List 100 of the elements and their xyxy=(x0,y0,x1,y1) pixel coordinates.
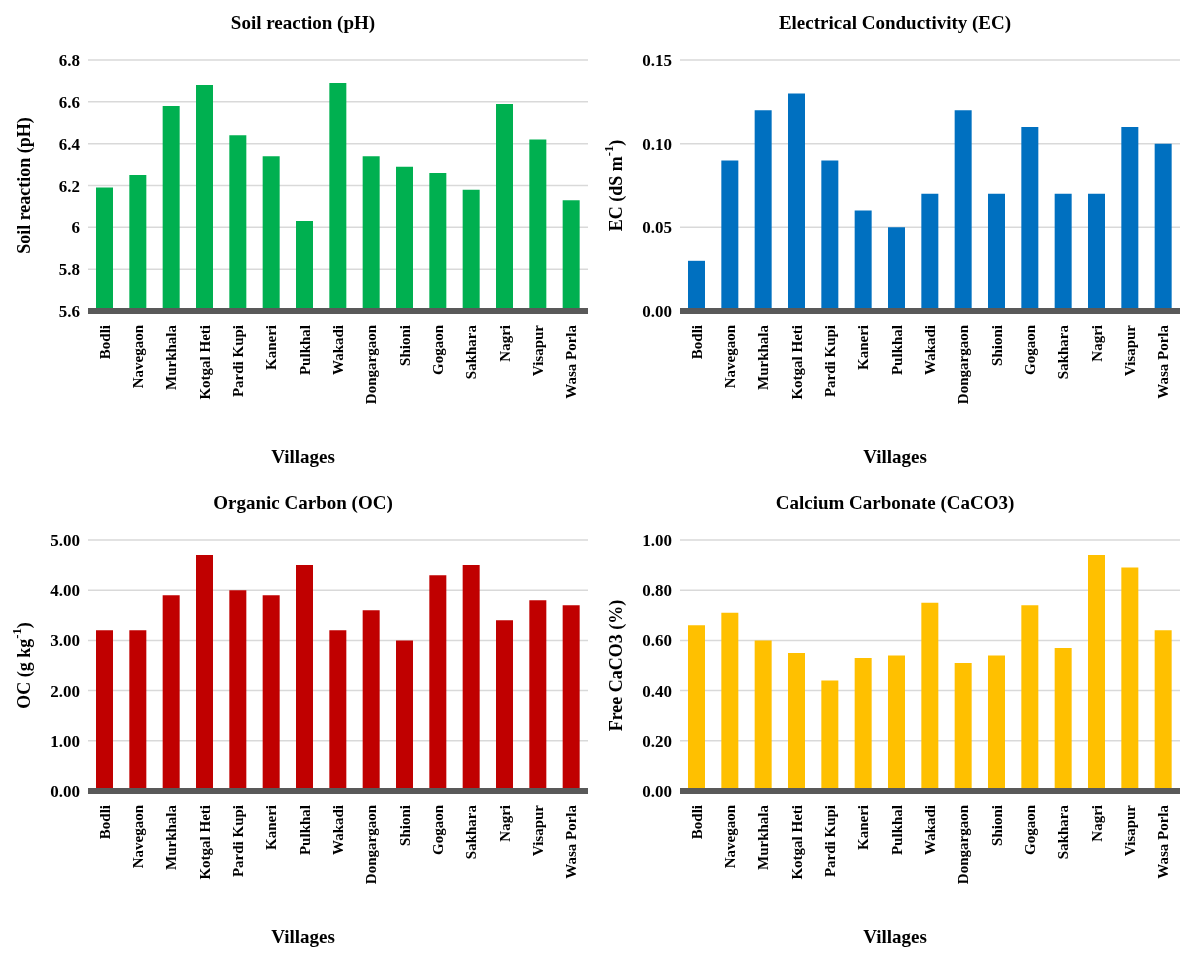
x-tick-label: Sakhara xyxy=(1055,324,1072,380)
x-tick-label: Murkhala xyxy=(163,804,180,871)
x-tick-label: Dongargaon xyxy=(955,804,972,885)
x-tick-label: Kaneri xyxy=(855,325,872,370)
x-tick-label: Pulkhal xyxy=(296,805,313,856)
y-axis-title: Free CaCO3 (%) xyxy=(606,599,627,732)
bar xyxy=(462,565,480,791)
x-tick-label: Sakhara xyxy=(463,804,480,860)
x-tick-label: Shioni xyxy=(396,325,413,366)
y-tick-label: 2.00 xyxy=(50,681,80,701)
y-tick-label: 5.6 xyxy=(58,302,80,322)
bar xyxy=(396,640,413,791)
y-tick-label: 1.00 xyxy=(50,731,80,751)
x-axis-title: Villages xyxy=(862,446,928,469)
x-tick-label: Murkhala xyxy=(163,324,180,391)
x-tick-label: Navegaon xyxy=(722,324,738,389)
x-tick-label: Wasa Porla xyxy=(563,804,580,879)
bar xyxy=(429,575,447,791)
bar xyxy=(262,595,280,791)
y-tick-label: 5.8 xyxy=(58,260,80,280)
x-tick-label: Navegaon xyxy=(130,804,146,869)
bar xyxy=(196,555,213,791)
bar xyxy=(296,565,313,791)
bar xyxy=(988,193,1005,311)
x-tick-label: Gogaon xyxy=(430,804,446,856)
y-tick-label: 0.40 xyxy=(642,681,672,701)
bar xyxy=(1154,630,1172,791)
bar xyxy=(329,630,347,791)
x-tick-label: Shioni xyxy=(988,805,1005,846)
x-tick-label: Gogaon xyxy=(430,324,446,376)
chart-title: Soil reaction (pH) xyxy=(229,11,377,35)
x-tick-label: Nagri xyxy=(1088,805,1105,842)
y-tick-label: 6.8 xyxy=(58,51,80,71)
bar xyxy=(788,93,805,311)
bar xyxy=(821,680,839,791)
bar xyxy=(821,160,839,311)
y-tick-label: 0.00 xyxy=(642,782,672,802)
x-tick-label: Bodli xyxy=(688,325,705,360)
bar xyxy=(754,110,772,311)
y-tick-label: 0.60 xyxy=(642,631,672,651)
x-tick-label: Kaneri xyxy=(263,325,280,370)
y-axis-title: Soil reaction (pH) xyxy=(14,117,35,254)
y-tick-label: 0.05 xyxy=(642,218,672,238)
y-tick-label: 0.00 xyxy=(50,782,80,802)
x-tick-label: Murkhala xyxy=(755,324,772,391)
bar xyxy=(954,662,972,791)
x-axis-title: Villages xyxy=(270,446,336,469)
bar xyxy=(788,652,805,791)
bar xyxy=(1088,555,1105,791)
bar xyxy=(688,260,705,311)
bar xyxy=(1121,126,1139,311)
bar xyxy=(954,110,972,311)
x-axis-title: Villages xyxy=(862,926,928,949)
x-tick-label: Dongargaon xyxy=(955,324,972,405)
y-tick-label: 0.00 xyxy=(642,302,672,322)
y-tick-label: 0.15 xyxy=(642,51,672,71)
bar xyxy=(888,655,905,791)
bar xyxy=(496,620,513,791)
x-tick-label: Dongargaon xyxy=(363,804,380,885)
y-tick-label: 5.00 xyxy=(50,531,80,551)
bar xyxy=(529,600,547,791)
x-tick-label: Kotgal Heti xyxy=(788,805,805,880)
x-tick-label: Visapur xyxy=(1122,804,1138,857)
x-tick-label: Pardi Kupi xyxy=(230,805,246,878)
x-tick-label: Visapur xyxy=(530,804,546,857)
bar xyxy=(1154,143,1172,311)
x-tick-label: Kaneri xyxy=(263,805,280,850)
x-tick-label: Wasa Porla xyxy=(1155,324,1172,399)
x-tick-label: Pulkhal xyxy=(888,805,905,856)
y-tick-label: 6.4 xyxy=(58,134,81,154)
x-tick-label: Pardi Kupi xyxy=(230,325,246,398)
y-tick-label: 6.6 xyxy=(58,92,80,112)
bar xyxy=(854,210,872,311)
x-tick-label: Bodli xyxy=(688,805,705,840)
bar xyxy=(229,590,247,791)
x-tick-label: Wasa Porla xyxy=(563,324,580,399)
x-tick-label: Pardi Kupi xyxy=(822,805,838,878)
x-tick-label: Sakhara xyxy=(463,324,480,380)
bar xyxy=(362,610,380,791)
y-tick-label: 4.00 xyxy=(50,581,80,601)
bar xyxy=(96,630,113,791)
bar xyxy=(562,605,580,791)
x-axis-title: Villages xyxy=(270,926,336,949)
bar xyxy=(1088,193,1105,311)
x-tick-label: Bodli xyxy=(96,805,113,840)
chart-title: Organic Carbon (OC) xyxy=(212,491,394,515)
bar xyxy=(1021,605,1039,791)
x-tick-label: Dongargaon xyxy=(363,324,380,405)
x-tick-label: Sakhara xyxy=(1055,804,1072,860)
bar xyxy=(988,655,1005,791)
bar xyxy=(921,193,939,311)
bar xyxy=(1021,126,1039,311)
x-tick-label: Navegaon xyxy=(130,324,146,389)
x-tick-label: Gogaon xyxy=(1022,804,1038,856)
x-tick-label: Kotgal Heti xyxy=(196,325,213,400)
x-tick-label: Shioni xyxy=(396,805,413,846)
x-tick-label: Nagri xyxy=(1088,325,1105,362)
bar xyxy=(721,612,739,791)
x-tick-label: Gogaon xyxy=(1022,324,1038,376)
x-tick-label: Nagri xyxy=(496,325,513,362)
